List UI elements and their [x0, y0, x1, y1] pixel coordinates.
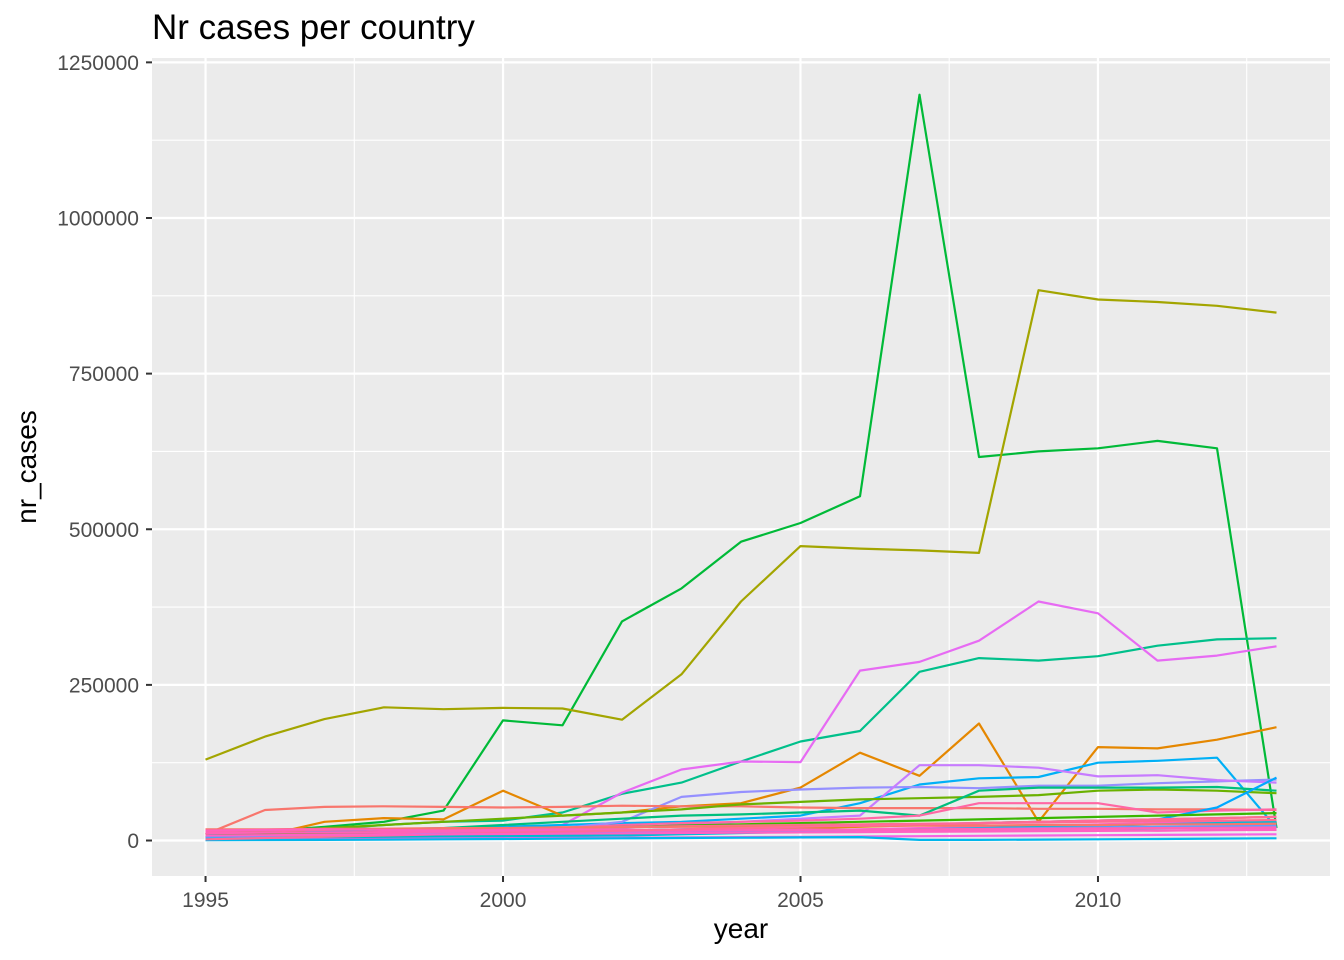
y-tick-label: 0 [127, 830, 139, 853]
x-tick-label: 2005 [777, 889, 824, 912]
x-tick-label: 1995 [182, 889, 229, 912]
y-tick-label: 250000 [69, 674, 139, 697]
x-tick-label: 2010 [1075, 889, 1122, 912]
x-axis-title: year [714, 913, 768, 944]
axes: 1995 2000 2005 2010 0 250000 500000 750000 10000… [57, 52, 1121, 912]
x-tick-label: 2000 [480, 889, 527, 912]
series-line-10 [205, 788, 1277, 839]
y-tick-label: 750000 [69, 363, 139, 386]
plot-panel [152, 58, 1330, 876]
y-tick-label: 1250000 [57, 52, 139, 75]
y-axis-title: nr_cases [11, 410, 42, 524]
series-line-9 [205, 804, 1277, 836]
series-lines [205, 93, 1278, 842]
major-gridlines [152, 58, 1330, 876]
chart-title: Nr cases per country [152, 8, 475, 47]
series-line-2 [205, 289, 1277, 761]
y-tick-label: 1000000 [57, 207, 139, 230]
series-line-22 [205, 835, 1277, 842]
y-tick-label: 500000 [69, 519, 139, 542]
series-line-5 [205, 722, 1277, 839]
minor-gridlines [152, 58, 1330, 876]
series-line-23 [205, 822, 1277, 831]
series-line-27 [205, 828, 1277, 837]
series-line-1 [205, 93, 1278, 836]
